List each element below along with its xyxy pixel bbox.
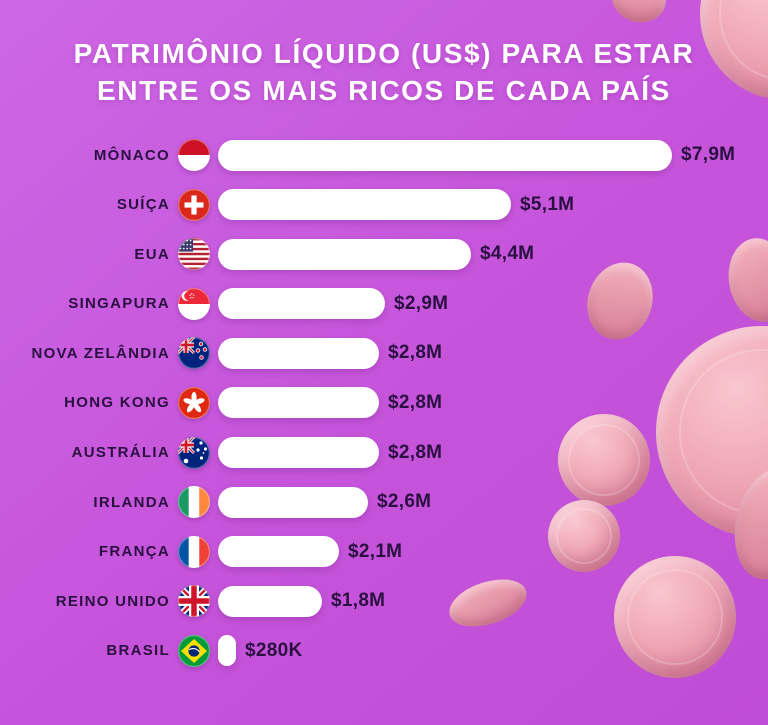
value-label: $2,1M — [348, 540, 403, 562]
country-label: REINO UNIDO — [55, 592, 170, 610]
country-label: IRLANDA — [93, 493, 170, 511]
bar-row: MÔNACO $7,9M — [0, 139, 735, 171]
flag-australia-icon — [178, 436, 210, 469]
value-label: $1,8M — [331, 590, 386, 612]
value-label: $2,8M — [388, 441, 443, 463]
value-bar — [218, 486, 368, 518]
value-bar — [218, 585, 322, 617]
value-label: $5,1M — [520, 193, 575, 215]
country-label: FRANÇA — [98, 543, 170, 561]
title-line-1: PATRIMÔNIO LÍQUIDO (US$) PARA ESTAR — [73, 38, 695, 69]
bar-row: IRLANDA $2,6M — [0, 486, 735, 519]
coin-icon — [607, 0, 671, 28]
value-bar — [218, 337, 379, 369]
value-bar — [218, 387, 379, 419]
value-label: $7,9M — [681, 144, 736, 165]
country-label: SUÍÇA — [116, 196, 170, 214]
flag-ireland-icon — [178, 486, 210, 519]
chart-title: PATRIMÔNIO LÍQUIDO (US$) PARA ESTAR ENTR… — [0, 36, 768, 110]
coin-icon — [558, 414, 650, 506]
flag-new-zealand-icon — [178, 337, 210, 370]
bar-row: BRASIL $280K — [0, 634, 735, 667]
value-label: $280K — [245, 639, 303, 661]
coin-icon — [614, 556, 736, 678]
country-label: MÔNACO — [93, 146, 170, 164]
country-label: NOVA ZELÂNDIA — [31, 344, 170, 362]
value-bar — [218, 189, 511, 221]
bar-row: EUA $4,4M — [0, 238, 735, 271]
title-line-2: ENTRE OS MAIS RICOS DE CADA PAÍS — [97, 74, 671, 106]
flag-singapore-icon — [178, 287, 210, 320]
flag-uk-icon — [178, 585, 210, 618]
flag-switzerland-icon — [178, 188, 210, 221]
country-label: BRASIL — [106, 642, 170, 660]
value-bar — [218, 437, 379, 469]
bar-row: NOVA ZELÂNDIA $2,8M — [0, 337, 735, 370]
value-label: $2,8M — [388, 391, 443, 413]
flag-usa-icon — [178, 238, 210, 271]
bar-row: SUÍÇA $5,1M — [0, 188, 735, 221]
coin-icon — [548, 500, 620, 572]
value-label: $2,6M — [377, 491, 432, 513]
flag-brazil-icon — [178, 634, 210, 667]
flag-hong-kong-icon — [178, 386, 210, 419]
value-label: $4,4M — [480, 243, 535, 265]
bar-row: FRANÇA $2,1M — [0, 535, 735, 568]
value-bar — [218, 288, 385, 320]
bar-row: HONG KONG $2,8M — [0, 386, 735, 419]
bar-row: AUSTRÁLIA $2,8M — [0, 436, 735, 469]
bar-row: SINGAPURA $2,9M — [0, 287, 735, 320]
value-bar — [218, 139, 672, 171]
country-label: HONG KONG — [64, 394, 170, 412]
flag-monaco-icon — [178, 139, 210, 171]
country-label: SINGAPURA — [68, 295, 170, 313]
flag-france-icon — [178, 535, 210, 568]
value-bar — [218, 536, 339, 568]
value-bar — [218, 635, 236, 667]
value-bar — [218, 238, 471, 270]
bar-row: REINO UNIDO $1,8M — [0, 585, 735, 618]
bar-chart: MÔNACO $7,9M SUÍÇA $5,1M EUA $4,4M SINGAPURA $2… — [0, 139, 735, 685]
country-label: EUA — [134, 245, 170, 263]
value-label: $2,8M — [388, 342, 443, 364]
value-label: $2,9M — [394, 292, 449, 314]
country-label: AUSTRÁLIA — [71, 444, 170, 462]
